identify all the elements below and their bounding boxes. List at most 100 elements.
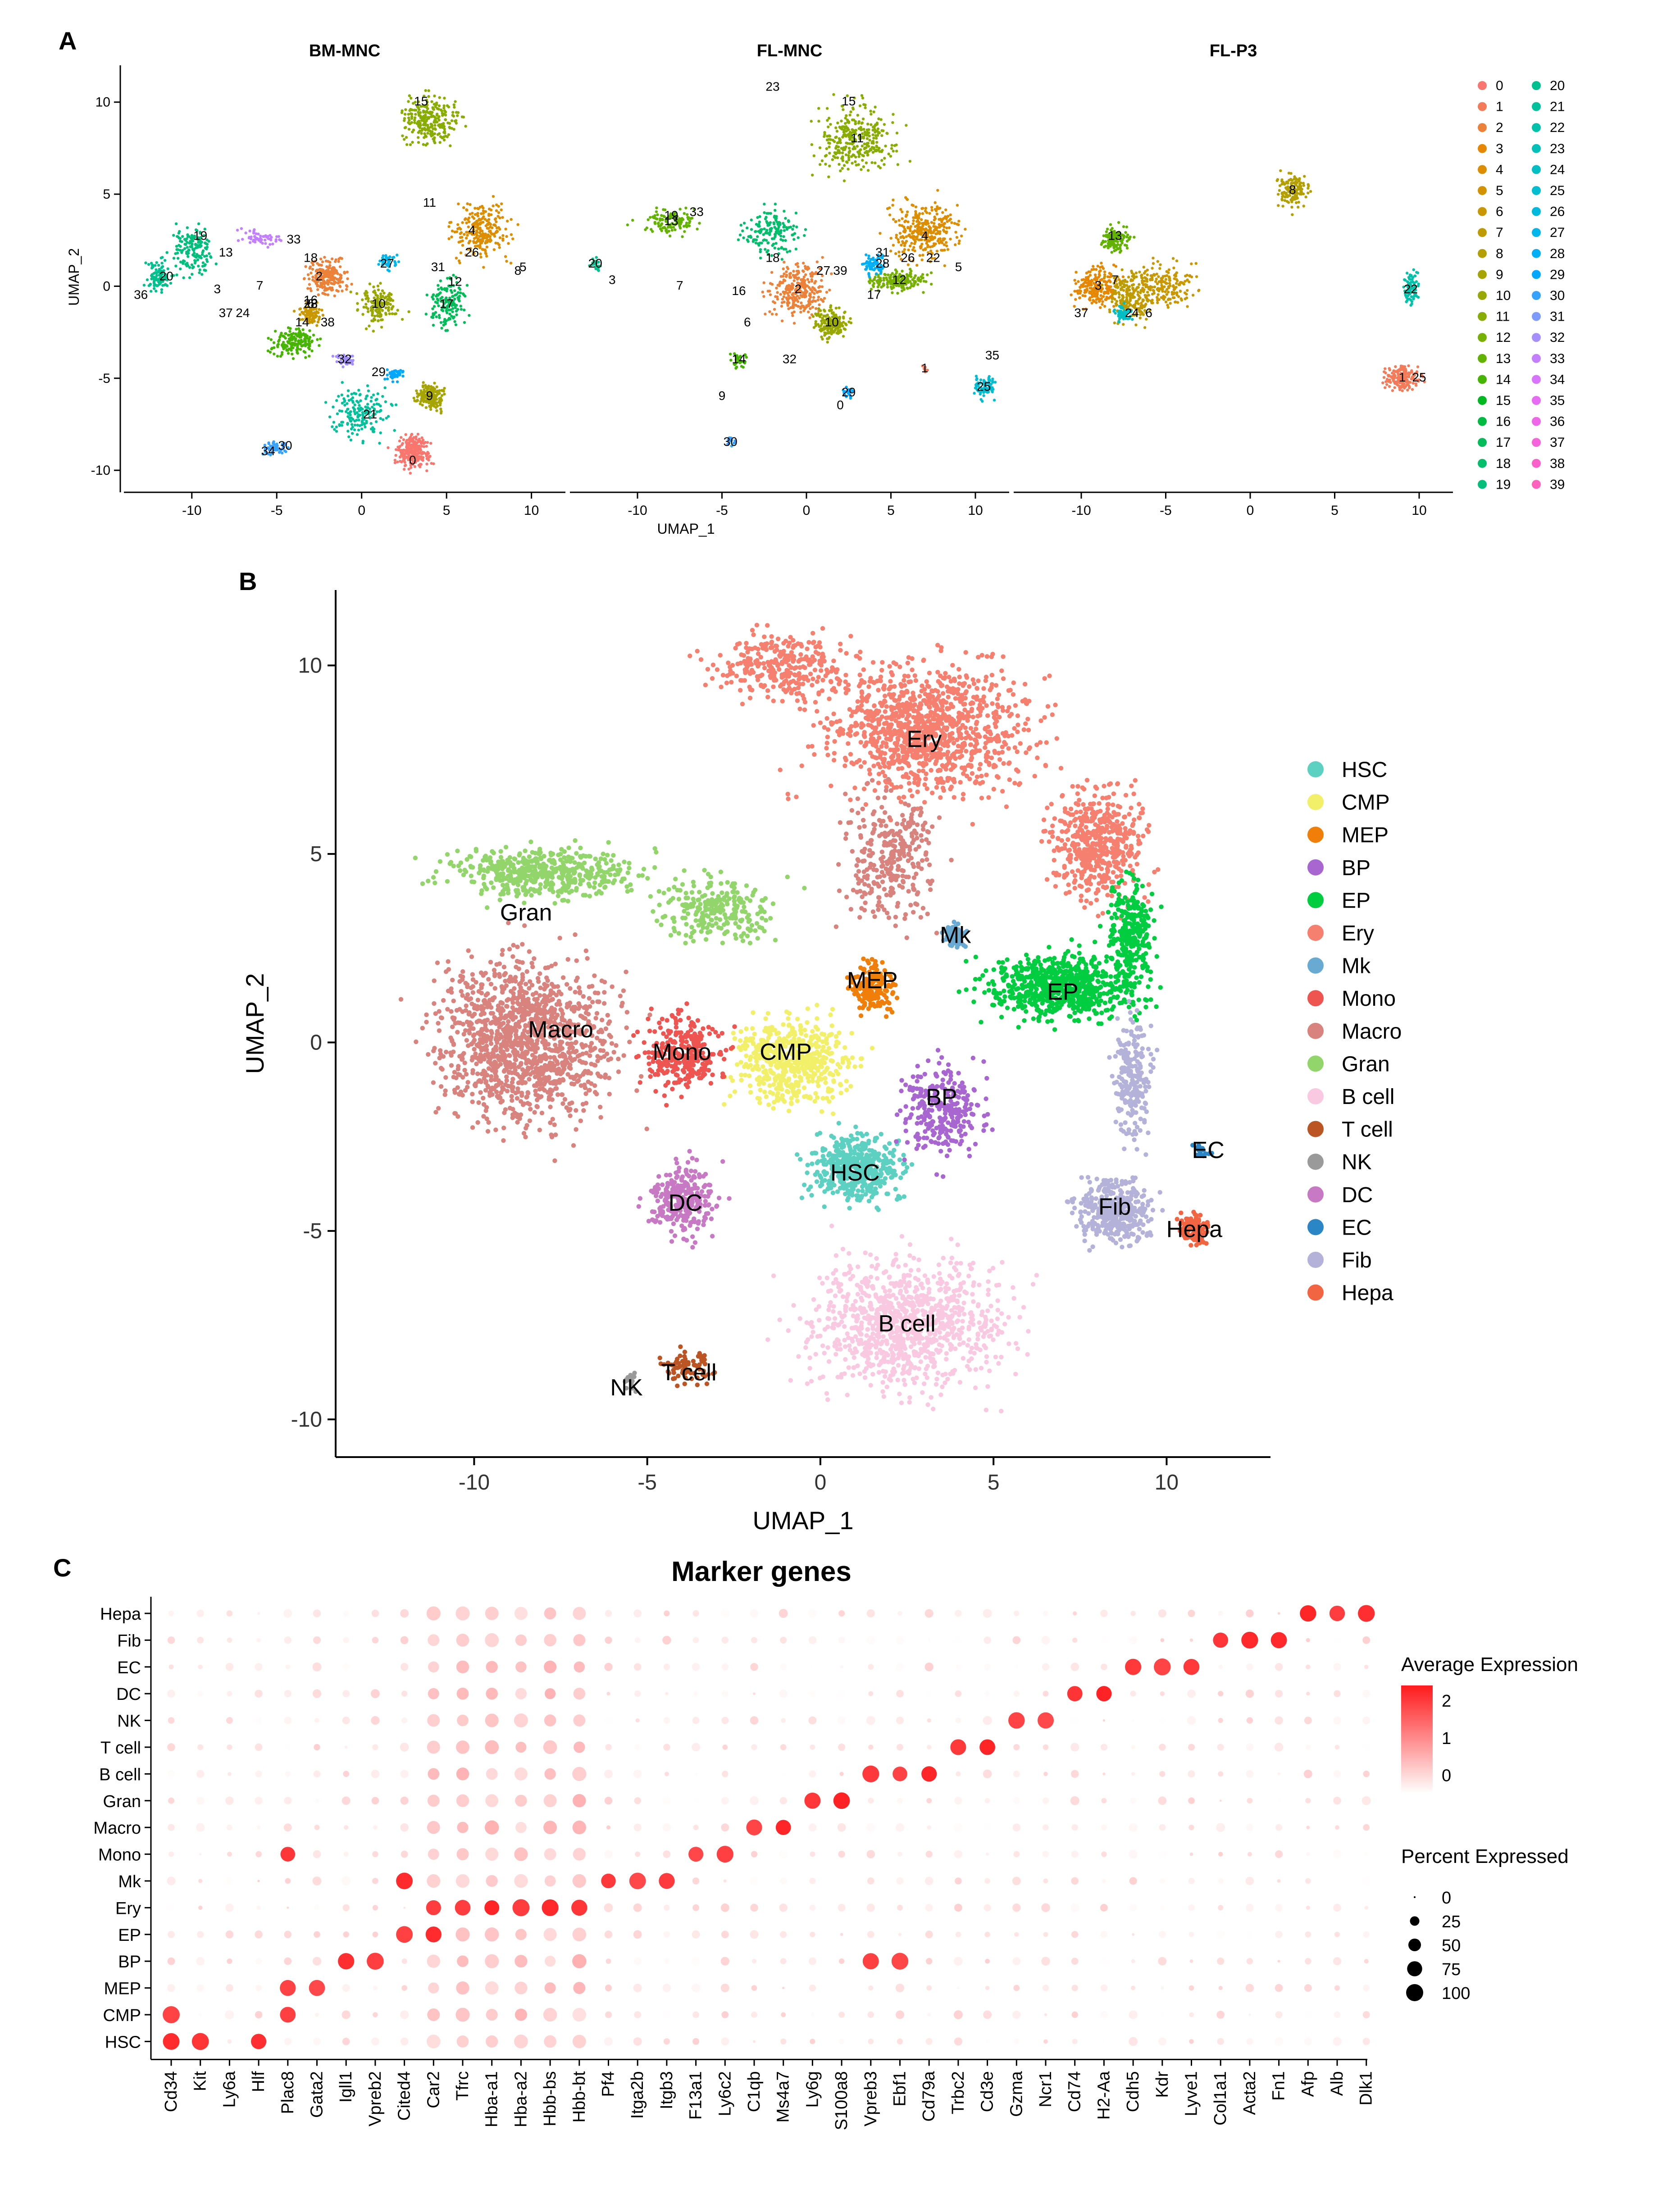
point bbox=[185, 264, 188, 268]
point bbox=[835, 136, 838, 139]
point bbox=[938, 237, 942, 241]
point bbox=[891, 291, 894, 295]
point bbox=[453, 320, 456, 323]
point bbox=[292, 309, 296, 313]
point bbox=[154, 290, 158, 293]
point bbox=[684, 206, 688, 209]
point bbox=[477, 218, 480, 222]
point bbox=[302, 343, 306, 347]
point bbox=[762, 239, 765, 242]
point bbox=[435, 295, 438, 298]
cluster-label-32: 32 bbox=[337, 352, 351, 366]
point bbox=[430, 123, 433, 126]
point bbox=[861, 117, 865, 121]
point bbox=[438, 316, 441, 319]
point bbox=[350, 282, 353, 286]
point bbox=[477, 207, 480, 210]
point bbox=[794, 263, 798, 266]
point bbox=[375, 402, 378, 406]
point bbox=[1198, 288, 1201, 292]
point bbox=[930, 209, 933, 212]
point bbox=[149, 283, 152, 286]
point bbox=[149, 290, 153, 293]
point bbox=[307, 310, 310, 314]
point bbox=[290, 332, 293, 336]
point bbox=[742, 236, 745, 240]
point bbox=[191, 266, 194, 269]
point bbox=[936, 205, 939, 209]
point bbox=[1145, 294, 1148, 297]
point bbox=[335, 425, 338, 429]
point bbox=[1155, 277, 1158, 281]
point bbox=[792, 322, 796, 325]
point bbox=[817, 119, 820, 123]
point bbox=[735, 365, 738, 369]
cluster-label-32: 32 bbox=[783, 352, 797, 366]
y-tick-label: -10 bbox=[91, 463, 110, 478]
point bbox=[324, 259, 328, 263]
point bbox=[200, 256, 203, 259]
point bbox=[929, 226, 932, 230]
point bbox=[1073, 290, 1076, 293]
point bbox=[205, 254, 208, 258]
point bbox=[1084, 289, 1087, 292]
point bbox=[461, 221, 464, 224]
point bbox=[762, 281, 765, 284]
point bbox=[870, 268, 874, 271]
point bbox=[156, 284, 159, 287]
point bbox=[142, 283, 146, 287]
point bbox=[303, 277, 306, 280]
point bbox=[775, 313, 778, 316]
point bbox=[1103, 275, 1106, 278]
point bbox=[811, 271, 814, 274]
point bbox=[442, 104, 446, 108]
point bbox=[240, 227, 243, 230]
point bbox=[913, 242, 916, 245]
point bbox=[741, 229, 744, 232]
point bbox=[296, 346, 299, 349]
point bbox=[511, 237, 515, 241]
point bbox=[423, 127, 426, 130]
point bbox=[921, 212, 924, 215]
point bbox=[399, 436, 403, 439]
point bbox=[497, 204, 500, 208]
point bbox=[294, 333, 298, 336]
point bbox=[304, 265, 307, 268]
point bbox=[411, 449, 414, 452]
point bbox=[800, 301, 803, 304]
point bbox=[804, 291, 807, 295]
point bbox=[788, 250, 792, 253]
point bbox=[504, 255, 507, 258]
point bbox=[865, 266, 869, 269]
point bbox=[659, 217, 662, 221]
point bbox=[916, 217, 919, 220]
point bbox=[1162, 295, 1165, 298]
point bbox=[1144, 303, 1147, 306]
point bbox=[433, 305, 436, 308]
point bbox=[351, 418, 355, 421]
point bbox=[353, 423, 357, 427]
point bbox=[897, 254, 901, 258]
point bbox=[806, 268, 809, 271]
point bbox=[828, 164, 831, 168]
point bbox=[1108, 310, 1111, 313]
point bbox=[417, 141, 420, 144]
point bbox=[355, 292, 359, 295]
point bbox=[825, 147, 828, 150]
point bbox=[926, 245, 929, 249]
point bbox=[368, 324, 371, 327]
point bbox=[921, 276, 924, 279]
point bbox=[890, 147, 893, 150]
point bbox=[1166, 304, 1169, 307]
point bbox=[860, 168, 863, 171]
point bbox=[1102, 295, 1105, 298]
point bbox=[331, 354, 335, 358]
point bbox=[505, 219, 509, 223]
point bbox=[486, 223, 489, 226]
point bbox=[455, 313, 458, 317]
point bbox=[825, 138, 829, 141]
point bbox=[403, 117, 406, 120]
point bbox=[892, 198, 895, 202]
point bbox=[191, 273, 194, 276]
point bbox=[799, 305, 803, 309]
